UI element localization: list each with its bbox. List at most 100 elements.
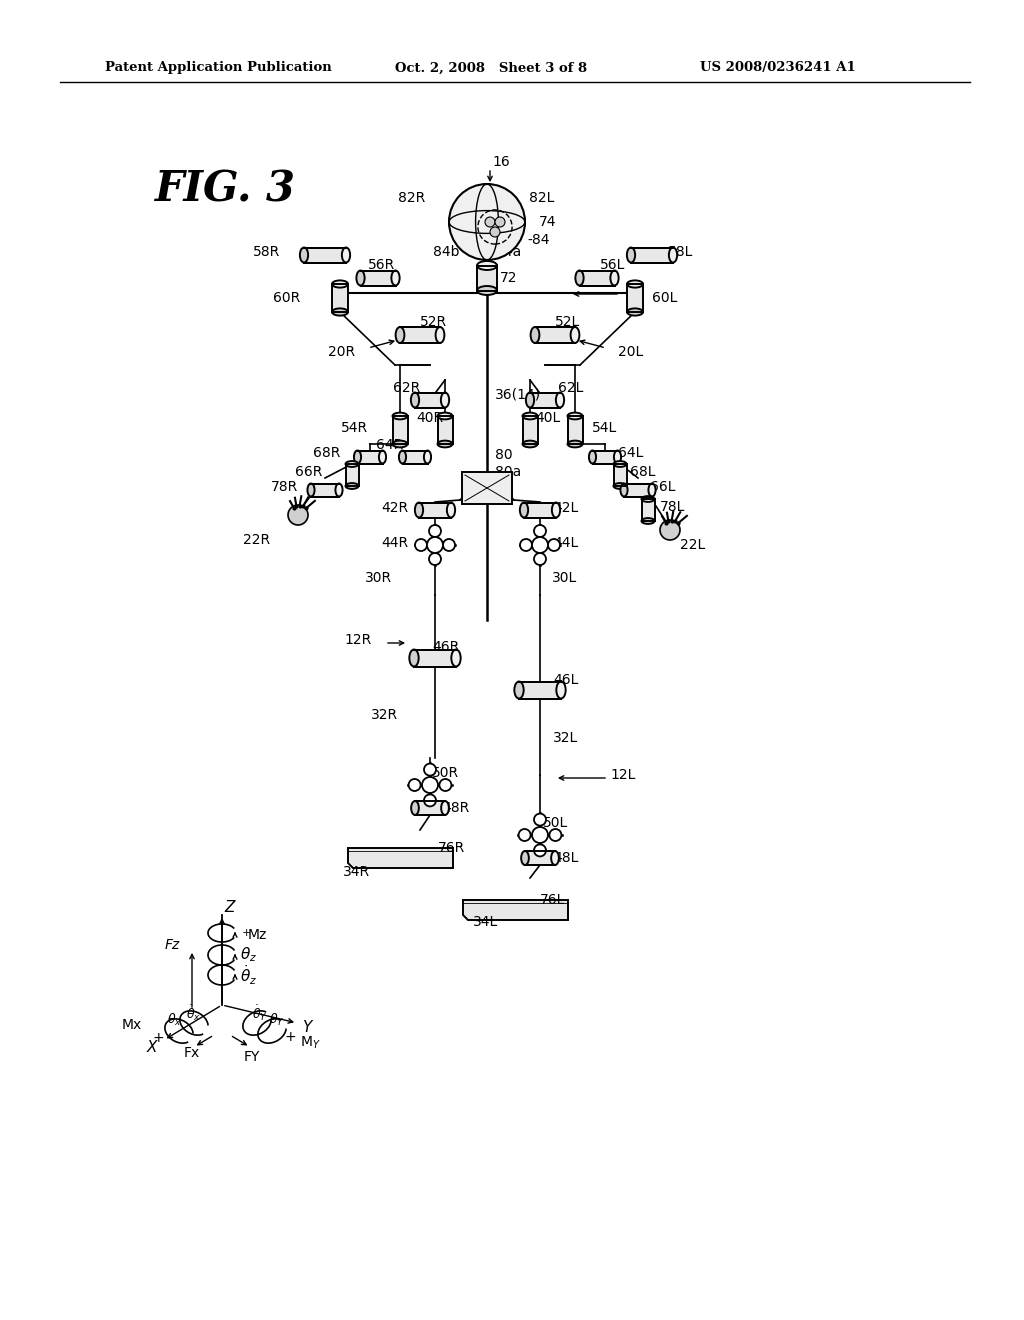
Ellipse shape xyxy=(556,392,564,408)
Circle shape xyxy=(427,537,443,553)
Text: 78L: 78L xyxy=(660,500,685,513)
Ellipse shape xyxy=(669,248,677,263)
Ellipse shape xyxy=(552,503,560,517)
Text: Fz: Fz xyxy=(165,939,180,952)
Circle shape xyxy=(550,829,561,841)
Text: Y: Y xyxy=(302,1019,311,1035)
Bar xyxy=(525,851,555,865)
Ellipse shape xyxy=(300,248,308,263)
Text: 54R: 54R xyxy=(341,421,368,436)
Bar xyxy=(311,483,339,496)
Ellipse shape xyxy=(530,327,540,343)
Ellipse shape xyxy=(332,309,348,315)
Circle shape xyxy=(532,828,548,843)
Ellipse shape xyxy=(354,450,361,463)
Text: 32R: 32R xyxy=(371,708,398,722)
Ellipse shape xyxy=(379,450,386,463)
Text: 62L: 62L xyxy=(558,381,584,395)
Bar xyxy=(415,801,445,814)
Polygon shape xyxy=(347,847,453,869)
Ellipse shape xyxy=(435,327,444,343)
Ellipse shape xyxy=(437,441,453,447)
Bar xyxy=(593,450,617,463)
Text: FY: FY xyxy=(244,1049,260,1064)
Bar xyxy=(415,392,445,408)
Text: 30R: 30R xyxy=(365,572,392,585)
Text: 66L: 66L xyxy=(650,480,676,494)
Circle shape xyxy=(660,520,680,540)
Text: US 2008/0236241 A1: US 2008/0236241 A1 xyxy=(700,62,856,74)
Ellipse shape xyxy=(627,248,635,263)
Circle shape xyxy=(534,525,546,537)
Text: 52L: 52L xyxy=(555,315,581,329)
Ellipse shape xyxy=(336,483,343,496)
Text: Mz: Mz xyxy=(248,928,267,942)
Ellipse shape xyxy=(522,413,538,420)
Ellipse shape xyxy=(412,801,419,814)
Text: 48R: 48R xyxy=(442,801,469,814)
Circle shape xyxy=(409,779,421,791)
Text: $\theta_Y$: $\theta_Y$ xyxy=(269,1012,285,1028)
Ellipse shape xyxy=(452,649,461,667)
Text: 20L: 20L xyxy=(618,345,643,359)
Ellipse shape xyxy=(521,851,528,865)
Text: 68L: 68L xyxy=(630,465,655,479)
Text: 60L: 60L xyxy=(652,290,677,305)
Text: 76R: 76R xyxy=(438,841,465,855)
Ellipse shape xyxy=(415,503,423,517)
Text: 56L: 56L xyxy=(600,257,626,272)
Ellipse shape xyxy=(613,461,627,467)
Bar xyxy=(392,416,408,444)
Text: 80: 80 xyxy=(495,447,513,462)
Text: 66R: 66R xyxy=(295,465,322,479)
Ellipse shape xyxy=(391,271,399,285)
Bar xyxy=(402,450,427,463)
Text: $\dot{\theta}_x$: $\dot{\theta}_x$ xyxy=(186,1003,202,1023)
Circle shape xyxy=(415,539,427,550)
Text: 84b: 84b xyxy=(432,246,459,259)
Bar xyxy=(332,284,348,312)
Ellipse shape xyxy=(411,392,419,408)
Ellipse shape xyxy=(641,496,654,502)
Ellipse shape xyxy=(522,441,538,447)
Bar xyxy=(414,649,456,667)
Ellipse shape xyxy=(627,280,643,288)
Text: 30L: 30L xyxy=(552,572,578,585)
Text: Fx: Fx xyxy=(184,1045,200,1060)
Text: 12R: 12R xyxy=(345,634,372,647)
Bar xyxy=(613,465,627,486)
Circle shape xyxy=(429,525,441,537)
Text: 12L: 12L xyxy=(610,768,635,781)
Text: 22R: 22R xyxy=(243,533,270,546)
Text: 76L: 76L xyxy=(540,894,565,907)
Ellipse shape xyxy=(570,327,580,343)
Text: 54L: 54L xyxy=(592,421,617,436)
Text: 62R: 62R xyxy=(393,381,420,395)
Circle shape xyxy=(449,183,525,260)
Bar xyxy=(519,681,561,698)
Ellipse shape xyxy=(410,649,419,667)
Circle shape xyxy=(490,227,500,238)
Bar xyxy=(580,271,614,285)
Ellipse shape xyxy=(520,503,528,517)
Text: Mx: Mx xyxy=(122,1018,142,1032)
Bar xyxy=(641,499,654,521)
Text: 60R: 60R xyxy=(272,290,300,305)
Text: 82L: 82L xyxy=(529,191,554,205)
Circle shape xyxy=(429,553,441,565)
Bar xyxy=(400,327,440,343)
Bar xyxy=(522,416,538,444)
Circle shape xyxy=(439,779,452,791)
Text: 46R: 46R xyxy=(432,640,459,653)
Bar xyxy=(535,327,575,343)
Text: $+$: $+$ xyxy=(284,1030,296,1044)
Text: 58L: 58L xyxy=(668,246,693,259)
Bar xyxy=(360,271,395,285)
Text: 32L: 32L xyxy=(553,731,579,744)
Bar xyxy=(462,473,512,504)
Ellipse shape xyxy=(567,413,583,420)
Text: 48L: 48L xyxy=(553,851,579,865)
Bar xyxy=(304,248,346,263)
Text: 64L: 64L xyxy=(618,446,643,459)
Ellipse shape xyxy=(345,461,358,467)
